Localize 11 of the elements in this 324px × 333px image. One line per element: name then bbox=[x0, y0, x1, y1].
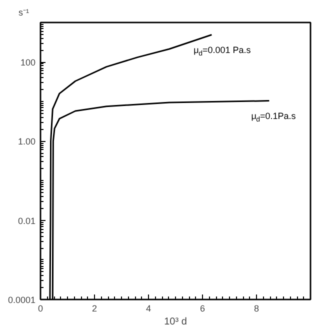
y-tick-label: 0.0001 bbox=[8, 295, 36, 305]
y-tick-label: 100 bbox=[20, 58, 36, 68]
x-tick-label: 0 bbox=[38, 304, 44, 314]
x-tick-label: 6 bbox=[200, 304, 206, 314]
y-tick-label: 0.01 bbox=[18, 216, 36, 226]
y-axis-title: s⁻¹ bbox=[18, 8, 29, 18]
x-tick-label: 2 bbox=[92, 304, 98, 314]
x-tick-label: 8 bbox=[254, 304, 260, 314]
x-tick-label: 4 bbox=[146, 304, 152, 314]
y-tick-label: 1.00 bbox=[18, 136, 36, 147]
x-axis-title: 10³ d bbox=[164, 316, 187, 328]
